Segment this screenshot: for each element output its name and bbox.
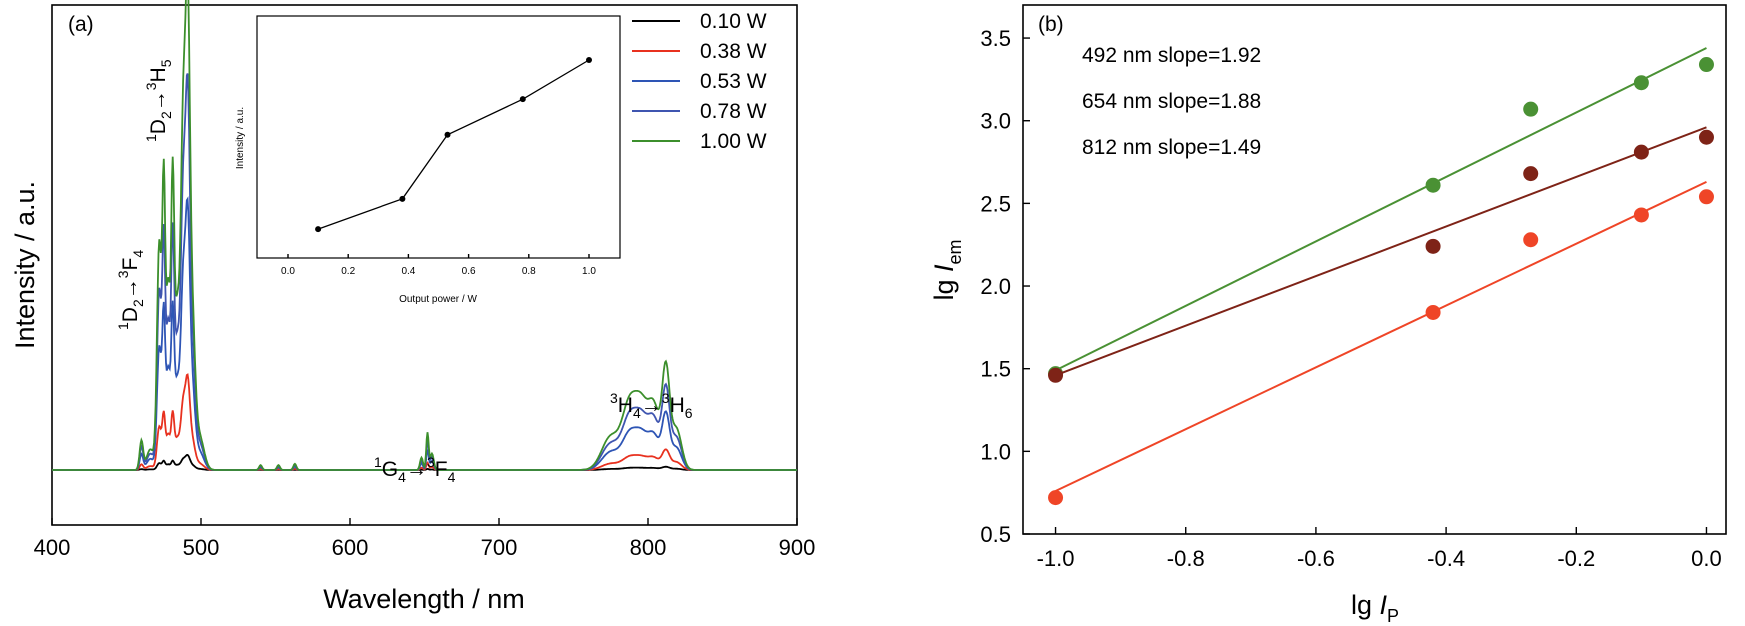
inset-frame [256, 15, 621, 259]
spectrum-x-tick-label: 400 [34, 535, 71, 560]
spectrum-x-ticks: 400 500 600 700 800 900 [34, 518, 816, 560]
loglog-data-point [1425, 238, 1441, 254]
inset-x-ticks: 0.0 0.2 0.4 0.6 0.8 1.0 [281, 254, 596, 277]
loglog-y-tick-label: 1.0 [980, 439, 1011, 464]
spectrum-x-tick-label: 900 [779, 535, 816, 560]
spectrum-legend-label: 0.38 W [700, 40, 767, 63]
loglog-data-point [1698, 189, 1714, 205]
spectrum-x-axis-label: Wavelength / nm [323, 584, 525, 614]
loglog-fit-line [1055, 126, 1707, 377]
transition-annotation: 3H4→3H6 [610, 390, 693, 421]
loglog-y-tick-label: 3.5 [980, 26, 1011, 51]
loglog-legend-label: 492 nm slope=1.92 [1082, 44, 1261, 67]
loglog-fit-line [1055, 180, 1707, 492]
loglog-panel-label: (b) [1038, 13, 1064, 36]
loglog-data-point [1523, 101, 1539, 117]
inset-point [586, 57, 592, 63]
loglog-y-tick-label: 3.0 [980, 109, 1011, 134]
inset-chart: 0.0 0.2 0.4 0.6 0.8 1.0 Output power / W Inte… [235, 15, 621, 305]
spectrum-x-tick-label: 700 [481, 535, 518, 560]
loglog-data-point [1523, 232, 1539, 248]
loglog-legend-label: 654 nm slope=1.88 [1082, 90, 1261, 113]
loglog-x-tick-label: -0.6 [1297, 546, 1335, 571]
inset-x-axis-label: Output power / W [399, 294, 477, 305]
spectrum-series-lines [52, 0, 797, 471]
inset-x-tick-label: 0.6 [462, 266, 476, 277]
spectrum-legend-label: 0.10 W [700, 10, 767, 33]
transition-annotations: 1D2→3H5 1D2→3F4 1G4→3F4 3H4→3H6 [115, 59, 693, 485]
loglog-data-point [1048, 490, 1064, 506]
spectrum-series-line [52, 0, 797, 471]
inset-line-series [315, 57, 592, 233]
spectrum-legend-label: 0.53 W [700, 70, 767, 93]
loglog-fit-line [1055, 47, 1707, 372]
spectrum-panel-label: (a) [68, 13, 94, 36]
loglog-y-tick-label: 2.5 [980, 191, 1011, 216]
loglog-data-point [1523, 166, 1539, 182]
loglog-data-point [1425, 304, 1441, 320]
loglog-x-tick-label: 0.0 [1691, 546, 1722, 571]
inset-y-axis-label: Intensity / a.u. [235, 107, 246, 169]
loglog-legend: 492 nm slope=1.92 654 nm slope=1.88 812 nm… [1082, 44, 1261, 159]
loglog-x-axis-label: lg IP [1351, 590, 1399, 626]
loglog-series [1048, 47, 1714, 506]
inset-line [317, 59, 590, 230]
inset-point [444, 131, 451, 138]
loglog-x-ticks: -1.0 -0.8 -0.6 -0.4 -0.2 0.0 [1037, 527, 1722, 571]
inset-point [315, 226, 322, 233]
spectrum-legend: 0.10 W 0.38 W 0.53 W 0.78 W 1.00 W [632, 10, 767, 153]
inset-x-tick-label: 0.8 [522, 266, 536, 277]
loglog-legend-label: 812 nm slope=1.49 [1082, 136, 1261, 159]
spectrum-panel: (a) 400 500 600 700 800 900 Wavelength / nm I… [10, 0, 815, 614]
transition-annotation: 1G4→3F4 [374, 454, 456, 485]
loglog-panel: (b) -1.0 -0.8 -0.6 -0.4 -0.2 0.0 0.5 1.0 1.5 2.0… [929, 4, 1727, 626]
spectrum-y-axis-label: Intensity / a.u. [10, 181, 40, 349]
loglog-data-point [1633, 144, 1649, 160]
loglog-y-tick-label: 0.5 [980, 522, 1011, 547]
spectrum-plot-frame [51, 4, 798, 526]
transition-annotation: 1D2→3H5 [143, 59, 174, 142]
spectrum-legend-label: 0.78 W [700, 100, 767, 123]
inset-point [519, 96, 526, 103]
loglog-data-point [1698, 57, 1714, 73]
inset-x-tick-label: 0.2 [341, 266, 355, 277]
loglog-plot-frame [1022, 4, 1727, 535]
inset-x-tick-label: 1.0 [582, 266, 596, 277]
spectrum-legend-label: 1.00 W [700, 130, 767, 153]
spectrum-series-line [52, 373, 797, 471]
loglog-x-tick-label: -1.0 [1037, 546, 1075, 571]
loglog-x-tick-label: -0.2 [1557, 546, 1595, 571]
spectrum-x-tick-label: 600 [332, 535, 369, 560]
loglog-y-axis-label: lg Iem [929, 239, 965, 300]
loglog-y-tick-label: 2.0 [980, 274, 1011, 299]
loglog-data-point [1633, 75, 1649, 91]
loglog-x-tick-label: -0.8 [1167, 546, 1205, 571]
inset-x-tick-label: 0.4 [401, 266, 415, 277]
spectrum-x-tick-label: 500 [183, 535, 220, 560]
spectrum-x-tick-label: 800 [630, 535, 667, 560]
loglog-y-ticks: 0.5 1.0 1.5 2.0 2.5 3.0 3.5 [980, 26, 1030, 547]
loglog-data-point [1698, 129, 1714, 145]
loglog-data-point [1425, 177, 1441, 193]
inset-point [399, 195, 406, 202]
loglog-data-point [1048, 367, 1064, 383]
transition-annotation: 1D2→3F4 [115, 250, 146, 330]
loglog-y-tick-label: 1.5 [980, 357, 1011, 382]
loglog-data-point [1633, 207, 1649, 223]
inset-x-tick-label: 0.0 [281, 266, 295, 277]
loglog-x-tick-label: -0.4 [1427, 546, 1465, 571]
